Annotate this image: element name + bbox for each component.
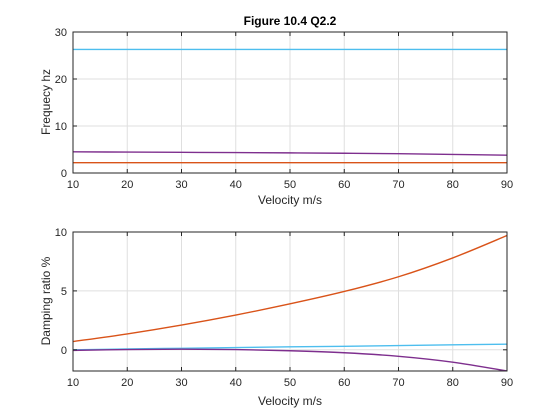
frequency-series-line-3 (73, 151, 507, 156)
damping-subplot: 10 20 30 40 50 60 70 80 90 0 5 10 Velocity m/s Damp… (39, 227, 513, 408)
frequency-x-tick-label: 30 (175, 179, 187, 191)
damping-series-line-1 (73, 234, 507, 343)
damping-y-tick-label: 5 (61, 286, 67, 298)
damping-x-tick-label: 40 (230, 377, 242, 389)
frequency-y-tick-label: 10 (55, 121, 67, 133)
damping-series-group (73, 234, 507, 371)
damping-x-tick-label: 10 (67, 377, 79, 389)
damping-x-tick-label: 90 (501, 377, 513, 389)
damping-x-tick-label: 80 (447, 377, 459, 389)
damping-y-tick-label: 10 (55, 227, 67, 239)
frequency-y-tick-label: 0 (61, 168, 67, 180)
frequency-x-tick-label: 90 (501, 179, 513, 191)
frequency-x-tick-label: 80 (447, 179, 459, 191)
chart-title: Figure 10.4 Q2.2 (244, 14, 337, 28)
frequency-x-tick-label: 10 (67, 179, 79, 191)
frequency-x-tick-label: 60 (338, 179, 350, 191)
damping-x-tick-label: 30 (175, 377, 187, 389)
frequency-x-tick-label: 40 (230, 179, 242, 191)
damping-x-tick-label: 50 (284, 377, 296, 389)
frequency-x-tick-label: 50 (284, 179, 296, 191)
damping-x-tick-label: 60 (338, 377, 350, 389)
frequency-series-group (73, 48, 507, 164)
damping-y-tick-label: 0 (61, 345, 67, 357)
frequency-subplot: Figure 10.4 Q2.2 10 20 30 40 50 60 70 80 9001020… (39, 14, 513, 207)
damping-tick-labels: 10 20 30 40 50 60 70 80 90 0 5 10 (55, 227, 513, 389)
damping-series-line-2 (73, 343, 507, 351)
damping-x-axis-label: Velocity m/s (258, 394, 322, 408)
frequency-x-tick-label: 70 (392, 179, 404, 191)
frequency-y-tick-label: 30 (55, 27, 67, 39)
damping-x-tick-label: 70 (392, 377, 404, 389)
frequency-x-axis-label: Velocity m/s (258, 193, 322, 207)
frequency-y-tick-label: 20 (55, 74, 67, 86)
damping-y-axis-label: Damping ratio % (39, 256, 53, 345)
damping-series-line-3 (73, 348, 507, 371)
frequency-x-tick-label: 20 (121, 179, 133, 191)
frequency-grid (73, 32, 507, 173)
damping-x-tick-label: 20 (121, 377, 133, 389)
frequency-y-axis-label: Frequecy hz (39, 69, 53, 135)
